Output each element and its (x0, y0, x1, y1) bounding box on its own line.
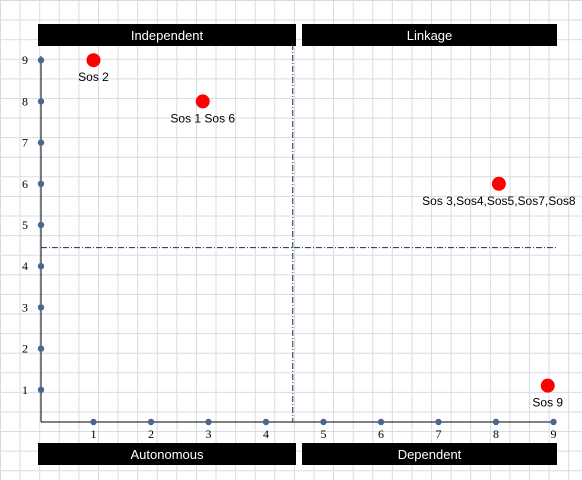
data-point (86, 53, 101, 68)
x-tick-label: 7 (436, 427, 442, 441)
y-tick-marker (37, 386, 45, 393)
y-tick-marker (37, 345, 45, 352)
y-tick-marker (37, 57, 45, 64)
data-point-label: Sos 9 (532, 396, 563, 410)
y-tick-label: 8 (22, 94, 28, 108)
y-tick-label: 5 (22, 218, 28, 232)
data-point-label: Sos 3,Sos4,Sos5,Sos7,Sos8 (422, 194, 576, 208)
y-tick-label: 2 (22, 342, 28, 356)
y-tick-label: 1 (22, 383, 28, 397)
x-tick-marker (492, 418, 500, 426)
x-tick-marker (147, 418, 155, 426)
y-tick-marker (37, 304, 45, 311)
x-tick-label: 3 (206, 427, 212, 441)
x-tick-marker (90, 418, 97, 426)
data-points: Sos 2 Sos 1 Sos 6 Sos 3,Sos4,Sos5,Sos7,Sos… (78, 53, 576, 410)
x-tick-marker (262, 418, 270, 426)
quadrant-label-dependent: Dependent (302, 443, 557, 465)
y-tick-marker (37, 263, 45, 270)
ticks: 1 2 3 4 5 6 7 8 9 1 2 3 4 5 6 7 8 9 (22, 53, 557, 441)
data-point (491, 176, 506, 191)
x-tick-marker (377, 418, 385, 426)
y-tick-label: 6 (22, 177, 28, 191)
x-tick-label: 8 (493, 427, 499, 441)
y-tick-marker (37, 221, 45, 229)
x-tick-label: 2 (148, 427, 154, 441)
x-tick-marker (205, 418, 212, 426)
quadrant-label-independent: Independent (38, 24, 296, 46)
y-tick-label: 3 (22, 300, 28, 314)
data-point (540, 378, 555, 393)
x-tick-label: 6 (378, 427, 384, 441)
y-tick-label: 7 (22, 136, 28, 150)
y-tick-marker (37, 98, 45, 105)
quadrant-label-autonomous: Autonomous (38, 443, 296, 465)
x-tick-label: 4 (263, 427, 269, 441)
y-tick-marker (37, 139, 45, 146)
quadrant-dividers (41, 44, 558, 422)
data-point-label: Sos 1 Sos 6 (170, 111, 235, 125)
x-tick-marker (435, 418, 442, 426)
x-tick-label: 9 (551, 427, 557, 441)
x-tick-label: 5 (321, 427, 327, 441)
x-tick-label: 1 (91, 427, 97, 441)
y-tick-label: 4 (22, 259, 28, 273)
x-tick-marker (550, 418, 557, 426)
axes (40, 56, 557, 423)
data-point (195, 94, 210, 109)
quadrant-label-linkage: Linkage (302, 24, 557, 46)
y-tick-label: 9 (22, 53, 28, 67)
data-point-label: Sos 2 (78, 70, 109, 84)
x-tick-marker (320, 418, 327, 426)
y-tick-marker (37, 180, 45, 187)
